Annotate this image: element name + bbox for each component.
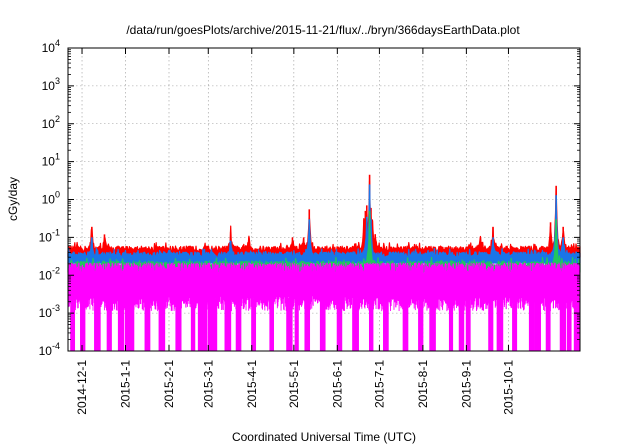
series-magenta-dropout — [566, 298, 572, 351]
series-magenta-dropout — [94, 298, 101, 351]
x-tick-label: 2015-8-1 — [416, 360, 430, 408]
x-tick-label: 2015-6-1 — [330, 360, 344, 408]
series-layer — [67, 174, 581, 351]
series-magenta-dropout — [534, 298, 541, 351]
series-magenta-dropout — [512, 298, 518, 351]
series-magenta-dropout — [235, 298, 242, 351]
series-magenta-dropout — [106, 298, 112, 351]
series-magenta-dropout — [251, 298, 257, 351]
series-magenta-dropout — [269, 298, 274, 351]
series-magenta-dropout — [402, 298, 409, 351]
series-magenta-dropout — [559, 298, 567, 351]
x-tick-label: 2015-2-1 — [162, 360, 176, 408]
series-magenta-dropout — [207, 298, 213, 351]
series-magenta-dropout — [127, 298, 135, 351]
series-magenta-dropout — [528, 298, 535, 351]
y-tick-label: 104 — [42, 38, 60, 55]
series-magenta-dropout — [545, 298, 551, 351]
x-tick-label: 2015-7-1 — [372, 360, 386, 408]
series-magenta-dropout — [210, 298, 218, 351]
series-magenta-dropout — [70, 298, 76, 351]
series-magenta-dropout — [80, 298, 86, 351]
series-magenta-dropout — [117, 298, 125, 351]
series-magenta-dropout — [336, 298, 343, 351]
y-tick-label: 100 — [42, 190, 60, 207]
series-magenta-dropout — [465, 298, 471, 351]
series-magenta-dropout — [158, 298, 166, 351]
x-tick-label: 2015-4-1 — [245, 360, 259, 408]
axis-ticks: 10-4 10-3 10-2 10-1 100 101 102 103 104 2014-12-1… — [39, 38, 580, 415]
series-magenta-dropout — [368, 298, 374, 351]
series-magenta-dropout — [383, 298, 389, 351]
series-magenta-dropout — [573, 298, 581, 351]
series-magenta-dropout — [294, 298, 299, 351]
series-magenta-dropout — [224, 298, 232, 351]
series-magenta-dropout — [429, 298, 436, 351]
y-tick-label: 102 — [42, 114, 60, 131]
series-magenta-dropout — [190, 298, 196, 351]
x-tick-label: 2015-9-1 — [459, 360, 473, 408]
x-tick-label: 2015-10-1 — [501, 360, 515, 415]
series-magenta-dropout — [175, 298, 182, 351]
series-line — [67, 190, 581, 264]
x-tick-label: 2015-3-1 — [201, 360, 215, 408]
series-magenta-dropout — [496, 298, 504, 351]
y-tick-label: 103 — [42, 76, 60, 93]
series-magenta-dropout — [488, 298, 494, 351]
series-magenta-dropout — [319, 298, 326, 351]
x-tick-label: 2014-12-1 — [75, 360, 89, 415]
series-magenta-dropout — [200, 298, 208, 351]
x-tick-label: 2015-1-1 — [119, 360, 133, 408]
series-magenta-dropout — [352, 298, 359, 351]
series-magenta-dropout — [304, 298, 311, 351]
x-axis-label: Coordinated Universal Time (UTC) — [232, 430, 416, 444]
y-tick-label: 10-3 — [39, 303, 60, 320]
series-magenta-dropout — [448, 298, 454, 351]
x-tick-label: 2015-5-1 — [287, 360, 301, 408]
chart-title: /data/run/goesPlots/archive/2015-11-21/f… — [126, 23, 520, 37]
series-magenta — [67, 262, 581, 351]
series-magenta-dropout — [286, 298, 293, 351]
y-tick-label: 10-4 — [39, 341, 60, 358]
series-magenta-dropout — [144, 298, 151, 351]
series-magenta-dropout — [418, 298, 424, 351]
series-magenta-dropout — [124, 298, 130, 351]
y-tick-label: 101 — [42, 152, 60, 169]
y-axis-label: cGy/day — [6, 177, 20, 221]
y-tick-label: 10-2 — [39, 265, 60, 282]
y-tick-label: 10-1 — [39, 227, 60, 244]
series-magenta-dropout — [458, 298, 465, 351]
